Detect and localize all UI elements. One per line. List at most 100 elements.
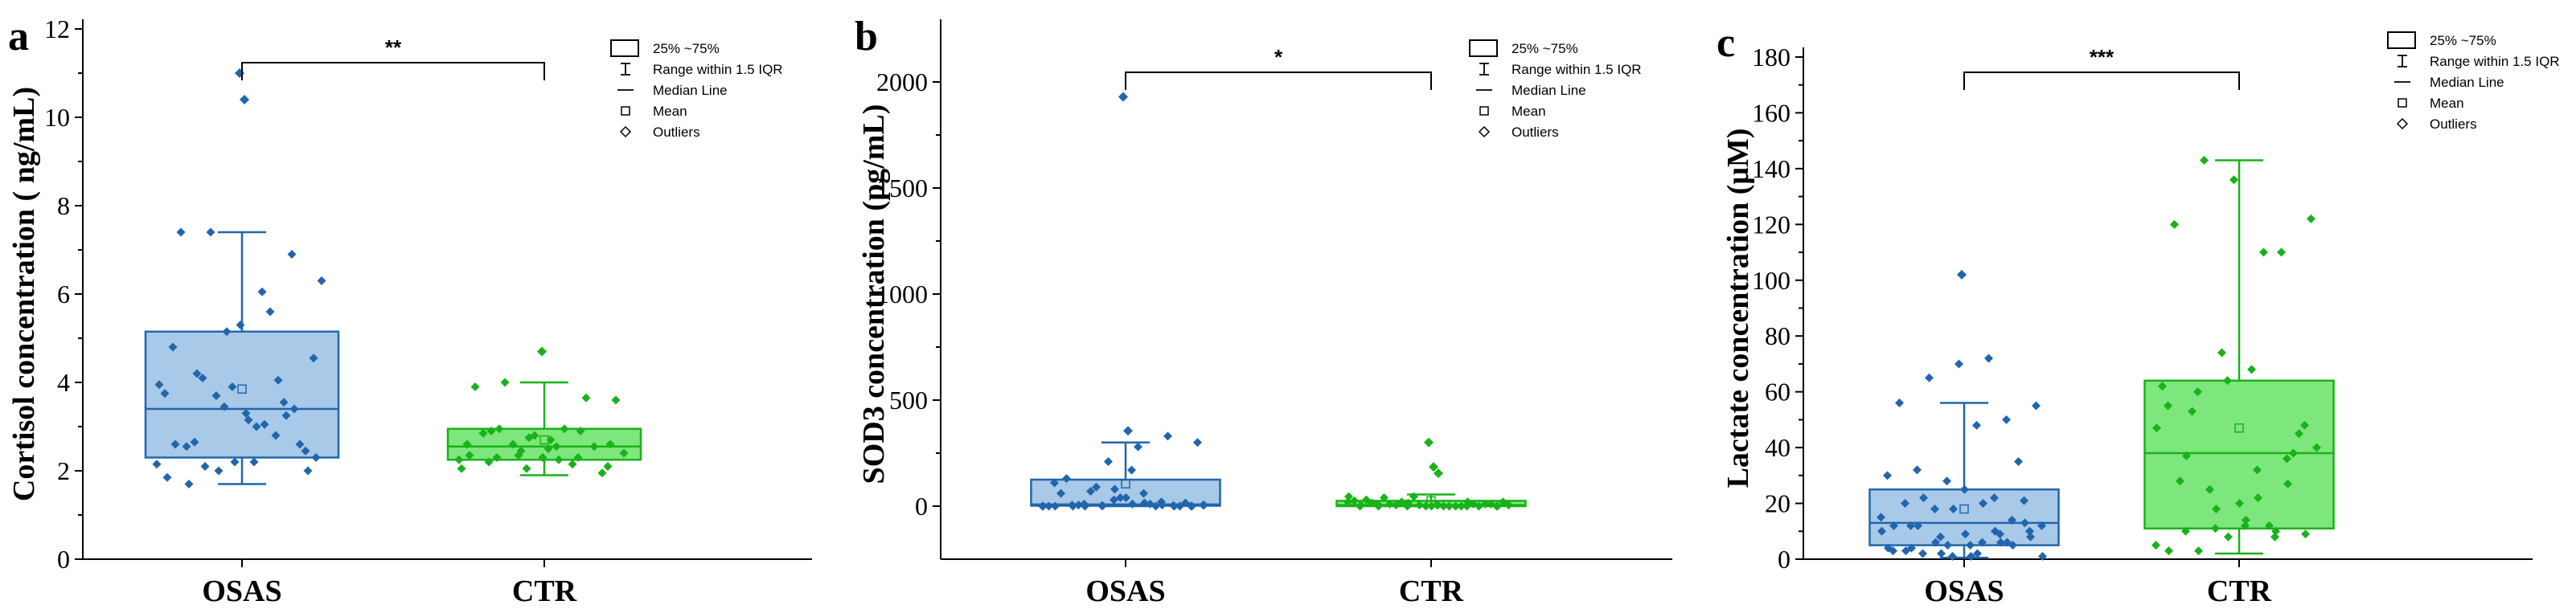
data-point [568, 460, 577, 469]
data-point [619, 448, 629, 458]
data-point [2020, 496, 2028, 505]
outlier-point [537, 346, 547, 357]
data-point [1380, 492, 1388, 502]
data-point [1943, 541, 1952, 550]
data-point [1967, 552, 1975, 562]
data-point [1421, 501, 1430, 511]
data-point [1884, 543, 1893, 553]
box-osas [1868, 269, 2060, 562]
data-point [2151, 541, 2160, 550]
data-point [1128, 499, 1137, 509]
data-point [2254, 493, 2262, 503]
data-point [1978, 537, 1987, 547]
panel-letter: b [855, 14, 878, 59]
y-tick-label: 0 [57, 545, 70, 574]
data-point [552, 442, 561, 452]
data-point [1385, 499, 1394, 509]
data-point [1960, 484, 1969, 494]
outlier-point [1118, 92, 1128, 102]
legend-mean-swatch [2398, 98, 2407, 108]
data-point [1200, 501, 1208, 510]
data-point [309, 353, 318, 363]
data-point [2277, 247, 2286, 257]
y-tick-label: 4 [57, 368, 70, 397]
panel-c: c 0 20 40 60 80 100 120 140 160 180 Lactate concent… [1717, 20, 2560, 608]
data-point [1044, 501, 1053, 511]
data-point [1116, 492, 1125, 502]
legend: 25% ~75% Range within 1.5 IQR Median Line M… [2387, 31, 2560, 132]
legend-entry-label: 25% ~75% [653, 41, 720, 56]
data-point [1499, 497, 1507, 507]
data-point [1979, 499, 1987, 509]
x-category-label: CTR [2207, 574, 2272, 608]
legend-mean-swatch [621, 106, 630, 116]
data-point [1188, 501, 1196, 511]
y-axis-title: SOD3 concentration (pg/mL) [857, 104, 891, 484]
data-point [1931, 537, 1940, 547]
data-point [1966, 541, 1975, 550]
y-tick-label: 140 [1752, 154, 1790, 183]
data-point [494, 424, 504, 434]
box-ctr [1335, 437, 1527, 511]
data-point [1146, 499, 1155, 509]
data-point [1930, 505, 1939, 513]
data-point [1050, 478, 1059, 488]
data-point [2176, 476, 2184, 486]
data-point [281, 411, 291, 420]
data-point [265, 307, 275, 317]
data-point [1415, 501, 1424, 510]
y-tick-label: 40 [1765, 433, 1790, 462]
data-point [516, 446, 526, 456]
data-point [2164, 546, 2173, 556]
data-point [170, 439, 180, 449]
data-point [252, 422, 261, 431]
y-axis-title: Lactate concentration (μM) [1721, 129, 1755, 488]
mean-marker [237, 384, 247, 394]
data-point [1925, 373, 1934, 382]
data-point [1170, 501, 1179, 511]
data-point [2164, 401, 2172, 411]
data-point [2181, 526, 2190, 536]
data-point [2002, 415, 2011, 424]
data-point [500, 378, 510, 387]
legend-entry-label: Range within 1.5 IQR [2430, 54, 2560, 69]
data-point [1193, 438, 1202, 447]
data-point [2152, 423, 2161, 433]
data-point [1409, 492, 1418, 501]
data-point [573, 453, 583, 462]
data-point [486, 427, 496, 435]
legend-box-swatch [1469, 39, 1498, 57]
data-point [576, 427, 585, 435]
data-point [465, 451, 474, 460]
data-point [192, 369, 202, 378]
legend-entry-label: Median Line [2430, 75, 2504, 90]
data-point [2200, 155, 2209, 165]
data-point [287, 250, 297, 259]
data-point [470, 382, 480, 391]
data-point [241, 409, 251, 418]
y-tick-label: 0 [915, 492, 928, 521]
legend-entry-label: 25% ~75% [1512, 41, 1578, 56]
data-point [538, 453, 548, 462]
data-point [1039, 501, 1048, 511]
data-point [2170, 219, 2179, 229]
data-point [2283, 454, 2291, 464]
data-point [1427, 501, 1436, 511]
data-point [1948, 552, 1957, 562]
data-point [1110, 484, 1119, 494]
data-point [1919, 493, 1928, 503]
data-point [560, 424, 569, 434]
panel-letter: c [1717, 20, 1735, 66]
data-point [2229, 175, 2238, 185]
data-point [249, 457, 259, 467]
data-point [2212, 505, 2221, 513]
x-category-label: OSAS [1085, 574, 1165, 608]
y-tick-label: 160 [1752, 98, 1790, 127]
outlier-point [1957, 269, 1967, 280]
data-point [1374, 501, 1383, 511]
data-point [546, 435, 556, 444]
data-point [1457, 501, 1466, 511]
data-point [2295, 429, 2303, 439]
data-point [2312, 443, 2321, 452]
data-point [1901, 546, 1910, 556]
